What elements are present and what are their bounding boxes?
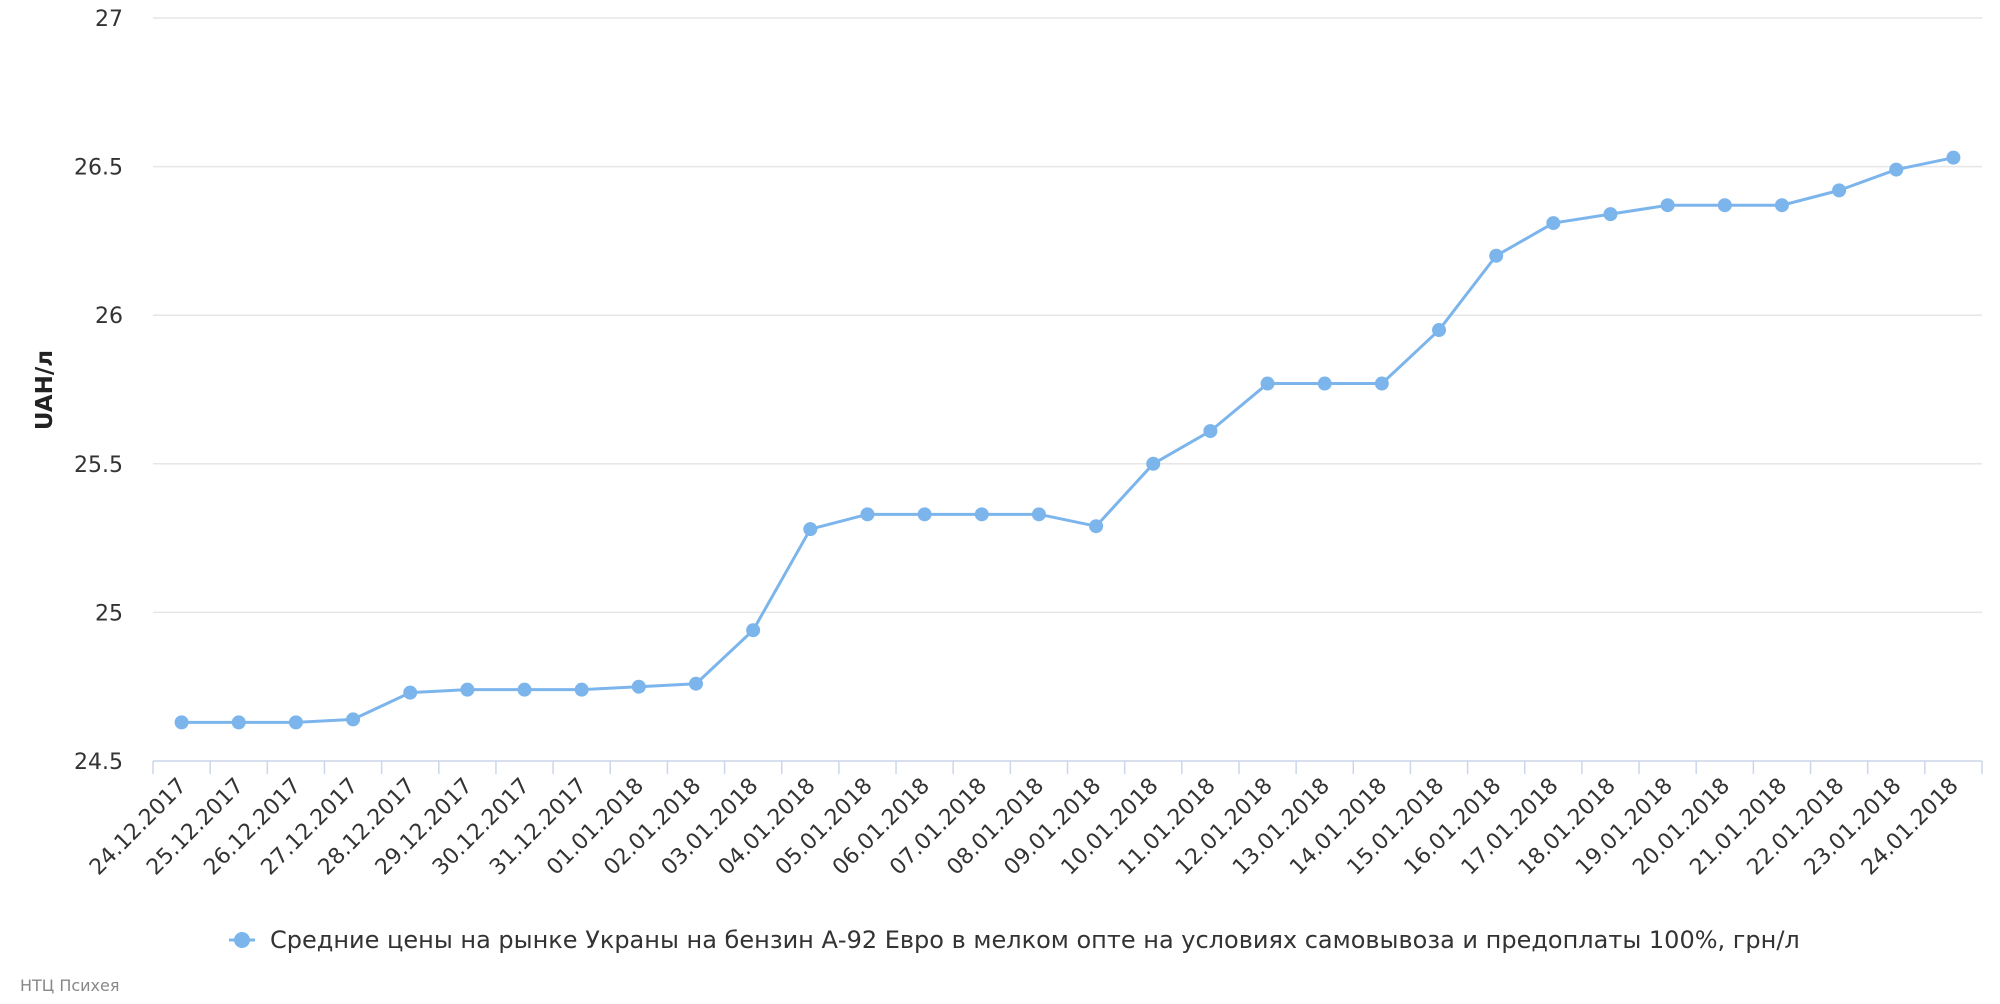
legend-item-label[interactable]: Средние цены на рынке Украны на бензин А… [270,926,1800,954]
data-point[interactable] [1717,198,1732,213]
data-point[interactable] [1374,376,1389,391]
y-tick-label: 25 [95,601,123,626]
data-point[interactable] [1203,424,1218,439]
data-point[interactable] [631,679,646,694]
series-line-group [180,156,1955,724]
legend-marker [234,932,250,948]
data-point[interactable] [1660,198,1675,213]
data-point[interactable] [288,715,303,730]
data-point[interactable] [1774,198,1789,213]
data-point[interactable] [860,507,875,522]
data-point[interactable] [174,715,189,730]
y-axis-title: UAH/л [32,350,58,430]
data-point[interactable] [517,682,532,697]
data-point[interactable] [1146,456,1161,471]
data-point[interactable] [403,685,418,700]
y-tick-label: 26.5 [74,156,123,181]
legend[interactable]: Средние цены на рынке Украны на бензин А… [229,926,1800,954]
chart-credit[interactable]: НТЦ Психея [20,976,119,995]
data-point[interactable] [460,682,475,697]
x-axis-tick-labels: 24.12.201725.12.201726.12.201727.12.2017… [85,774,1964,881]
data-point[interactable] [1889,162,1904,177]
y-tick-label: 24.5 [74,750,123,775]
data-point[interactable] [1260,376,1275,391]
data-point[interactable] [1603,207,1618,222]
data-point[interactable] [1031,507,1046,522]
grid-lines [153,17,1982,614]
data-point[interactable] [1546,216,1561,231]
data-point[interactable] [917,507,932,522]
y-tick-label: 27 [95,7,123,32]
data-points [174,150,1961,730]
data-point[interactable] [1946,150,1961,165]
data-point[interactable] [1832,183,1847,198]
data-point[interactable] [1432,323,1447,338]
data-point[interactable] [688,676,703,691]
data-point[interactable] [574,682,589,697]
data-point[interactable] [746,623,761,638]
data-point[interactable] [231,715,246,730]
data-point[interactable] [974,507,989,522]
data-point[interactable] [803,522,818,537]
x-axis [152,760,1983,774]
y-axis-tick-labels: 24.5 25 25.5 26 26.5 27 [74,7,123,775]
y-tick-label: 26 [95,304,123,329]
data-point[interactable] [1317,376,1332,391]
data-point[interactable] [1089,519,1104,534]
y-tick-label: 25.5 [74,453,123,478]
data-point[interactable] [1489,248,1504,263]
series-line [180,156,1955,724]
data-point[interactable] [346,712,361,727]
